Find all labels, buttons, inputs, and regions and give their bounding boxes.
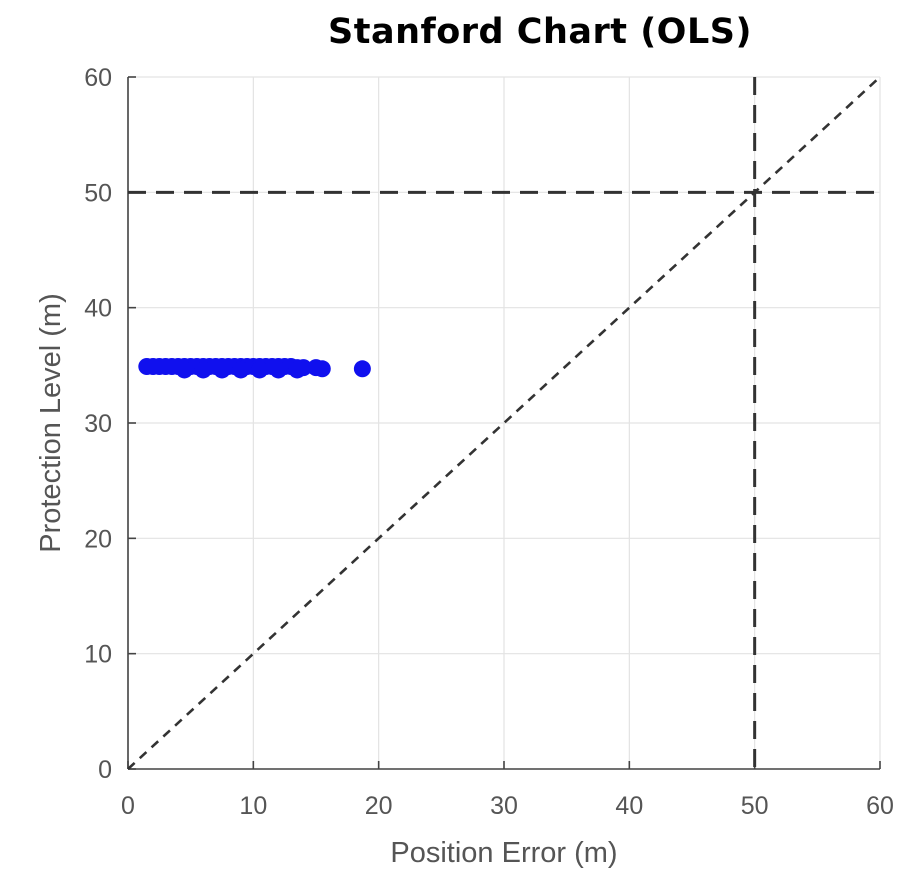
- data-point: [313, 360, 331, 378]
- x-axis-label: Position Error (m): [390, 837, 617, 869]
- data-point: [213, 361, 231, 379]
- reference-lines: [127, 76, 881, 770]
- x-tick-label: 60: [866, 792, 894, 820]
- x-tick-label: 50: [741, 792, 769, 820]
- x-tick-label: 40: [615, 792, 643, 820]
- y-tick-label: 60: [84, 64, 112, 92]
- data-point: [232, 361, 250, 379]
- y-tick-label: 0: [98, 756, 112, 784]
- y-tick-label: 10: [84, 641, 112, 669]
- data-point: [353, 360, 371, 378]
- data-points: [138, 357, 371, 379]
- y-axis-label: Protection Level (m): [35, 293, 67, 553]
- data-point: [251, 361, 269, 379]
- y-tick-label: 50: [84, 179, 112, 207]
- x-tick-label: 20: [365, 792, 393, 820]
- y-tick-label: 40: [84, 295, 112, 323]
- data-point: [269, 361, 287, 379]
- y-tick-label: 30: [84, 410, 112, 438]
- x-tick-label: 10: [239, 792, 267, 820]
- y-tick-label: 20: [84, 525, 112, 553]
- data-point: [194, 361, 212, 379]
- x-tick-label: 0: [121, 792, 135, 820]
- tick-labels: 0 10 20 30 40 50 60 0 10 20 30 40 50 60: [84, 64, 894, 820]
- data-point: [288, 361, 306, 379]
- chart-title: Stanford Chart (OLS): [328, 12, 752, 52]
- data-point: [175, 361, 193, 379]
- x-tick-label: 30: [490, 792, 518, 820]
